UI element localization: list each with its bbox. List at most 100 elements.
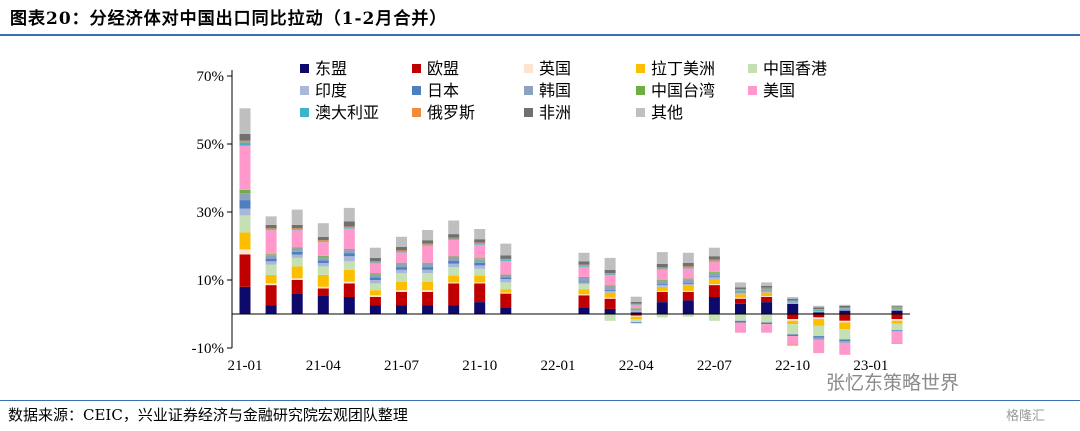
bar-segment bbox=[839, 308, 851, 309]
bar-segment bbox=[578, 252, 590, 262]
bar-segment bbox=[317, 263, 329, 267]
bar-segment bbox=[343, 281, 355, 284]
bar-segment bbox=[474, 302, 486, 314]
bar-segment bbox=[735, 303, 746, 314]
bar-segment bbox=[448, 238, 460, 240]
bar-segment bbox=[682, 268, 694, 279]
bar-segment bbox=[708, 260, 720, 262]
bar-segment bbox=[813, 310, 825, 312]
bar-segment bbox=[422, 263, 434, 268]
bar-segment bbox=[708, 284, 720, 286]
bar-segment bbox=[317, 240, 329, 242]
bar-segment bbox=[604, 257, 616, 270]
bar-segment bbox=[891, 306, 903, 308]
bar-segment bbox=[708, 259, 720, 261]
legend-swatch bbox=[412, 64, 421, 73]
bar-segment bbox=[787, 302, 799, 304]
bar-segment bbox=[422, 240, 434, 244]
legend-label: 东盟 bbox=[315, 60, 347, 78]
bar-segment bbox=[761, 291, 773, 293]
bar-segment bbox=[604, 289, 616, 291]
bar-segment bbox=[656, 284, 668, 286]
bar-segment bbox=[682, 314, 694, 317]
y-tick-label: 70% bbox=[197, 69, 225, 85]
bar-segment bbox=[317, 286, 329, 289]
bar-segment bbox=[422, 291, 434, 306]
legend-label: 日本 bbox=[427, 82, 459, 100]
bar-segment bbox=[630, 322, 642, 324]
bar-segment bbox=[291, 224, 303, 229]
bar-segment bbox=[813, 319, 825, 326]
bar-segment bbox=[682, 283, 694, 285]
legend-swatch bbox=[524, 64, 533, 73]
bar-segment bbox=[813, 325, 825, 337]
bar-segment bbox=[369, 280, 381, 284]
bar-segment bbox=[265, 283, 277, 286]
bar-segment bbox=[761, 296, 773, 297]
bar-segment bbox=[656, 286, 668, 291]
bar-segment bbox=[761, 282, 773, 286]
bar-segment bbox=[396, 269, 407, 274]
bar-segment bbox=[578, 264, 590, 266]
legend-swatch bbox=[300, 86, 309, 95]
bar-segment bbox=[891, 331, 903, 344]
bar-segment bbox=[813, 309, 825, 310]
bar-segment bbox=[474, 268, 486, 276]
bar-segment bbox=[682, 263, 694, 267]
bar-segment bbox=[630, 304, 642, 309]
watermark-text: 张忆东策略世界 bbox=[826, 372, 960, 394]
bar-segment bbox=[656, 279, 668, 281]
legend-swatch bbox=[524, 86, 533, 95]
legend-swatch bbox=[300, 64, 309, 73]
bar-segment bbox=[656, 267, 668, 269]
bar-segment bbox=[787, 298, 799, 301]
legend-label: 美国 bbox=[763, 82, 795, 100]
bar-segment bbox=[813, 317, 825, 320]
bar-segment bbox=[317, 295, 329, 314]
bar-segment bbox=[448, 267, 460, 276]
bar-segment bbox=[735, 294, 746, 298]
bar-segment bbox=[396, 290, 407, 292]
bar-segment bbox=[474, 262, 486, 266]
bar-segment bbox=[422, 290, 434, 292]
bar-segment bbox=[891, 310, 903, 314]
bar-segment bbox=[891, 308, 903, 310]
bar-segment bbox=[630, 308, 642, 309]
bar-segment bbox=[891, 320, 903, 324]
bar-segment bbox=[369, 297, 381, 306]
bar-segment bbox=[239, 286, 251, 314]
bar-segment bbox=[656, 252, 668, 264]
y-tick-label: -10% bbox=[192, 341, 225, 357]
x-tick-label: 21-04 bbox=[306, 358, 341, 374]
bar-segment bbox=[343, 256, 355, 262]
bar-segment bbox=[343, 269, 355, 282]
bar-segment bbox=[239, 215, 251, 233]
bar-segment bbox=[291, 248, 303, 252]
bar-segment bbox=[422, 305, 434, 314]
bar-segment bbox=[761, 288, 773, 290]
bar-segment bbox=[578, 284, 590, 290]
bar-segment bbox=[474, 283, 486, 303]
bar-segment bbox=[265, 258, 277, 262]
bar-segment bbox=[291, 228, 303, 230]
bar-segment bbox=[813, 336, 825, 338]
x-tick-label: 22-01 bbox=[540, 358, 575, 374]
bar-segment bbox=[735, 314, 746, 321]
x-tick-label: 21-10 bbox=[462, 358, 497, 374]
bar-segment bbox=[500, 277, 512, 279]
bar-segment bbox=[317, 242, 329, 256]
bar-segment bbox=[604, 269, 616, 274]
bar-segment bbox=[761, 302, 773, 314]
legend-label: 韩国 bbox=[539, 82, 571, 100]
chart-title: 图表20：分经济体对中国出口同比拉动（1-2月合并） bbox=[10, 9, 448, 29]
bar-segment bbox=[891, 305, 903, 307]
bar-segment bbox=[891, 309, 903, 311]
bar-segment bbox=[265, 255, 277, 259]
bar-segment bbox=[343, 226, 355, 228]
bar-segment bbox=[343, 253, 355, 257]
bar-segment bbox=[369, 261, 381, 263]
bar-segment bbox=[396, 281, 407, 291]
bar-segment bbox=[422, 269, 434, 274]
x-tick-label: 22-10 bbox=[775, 358, 810, 374]
